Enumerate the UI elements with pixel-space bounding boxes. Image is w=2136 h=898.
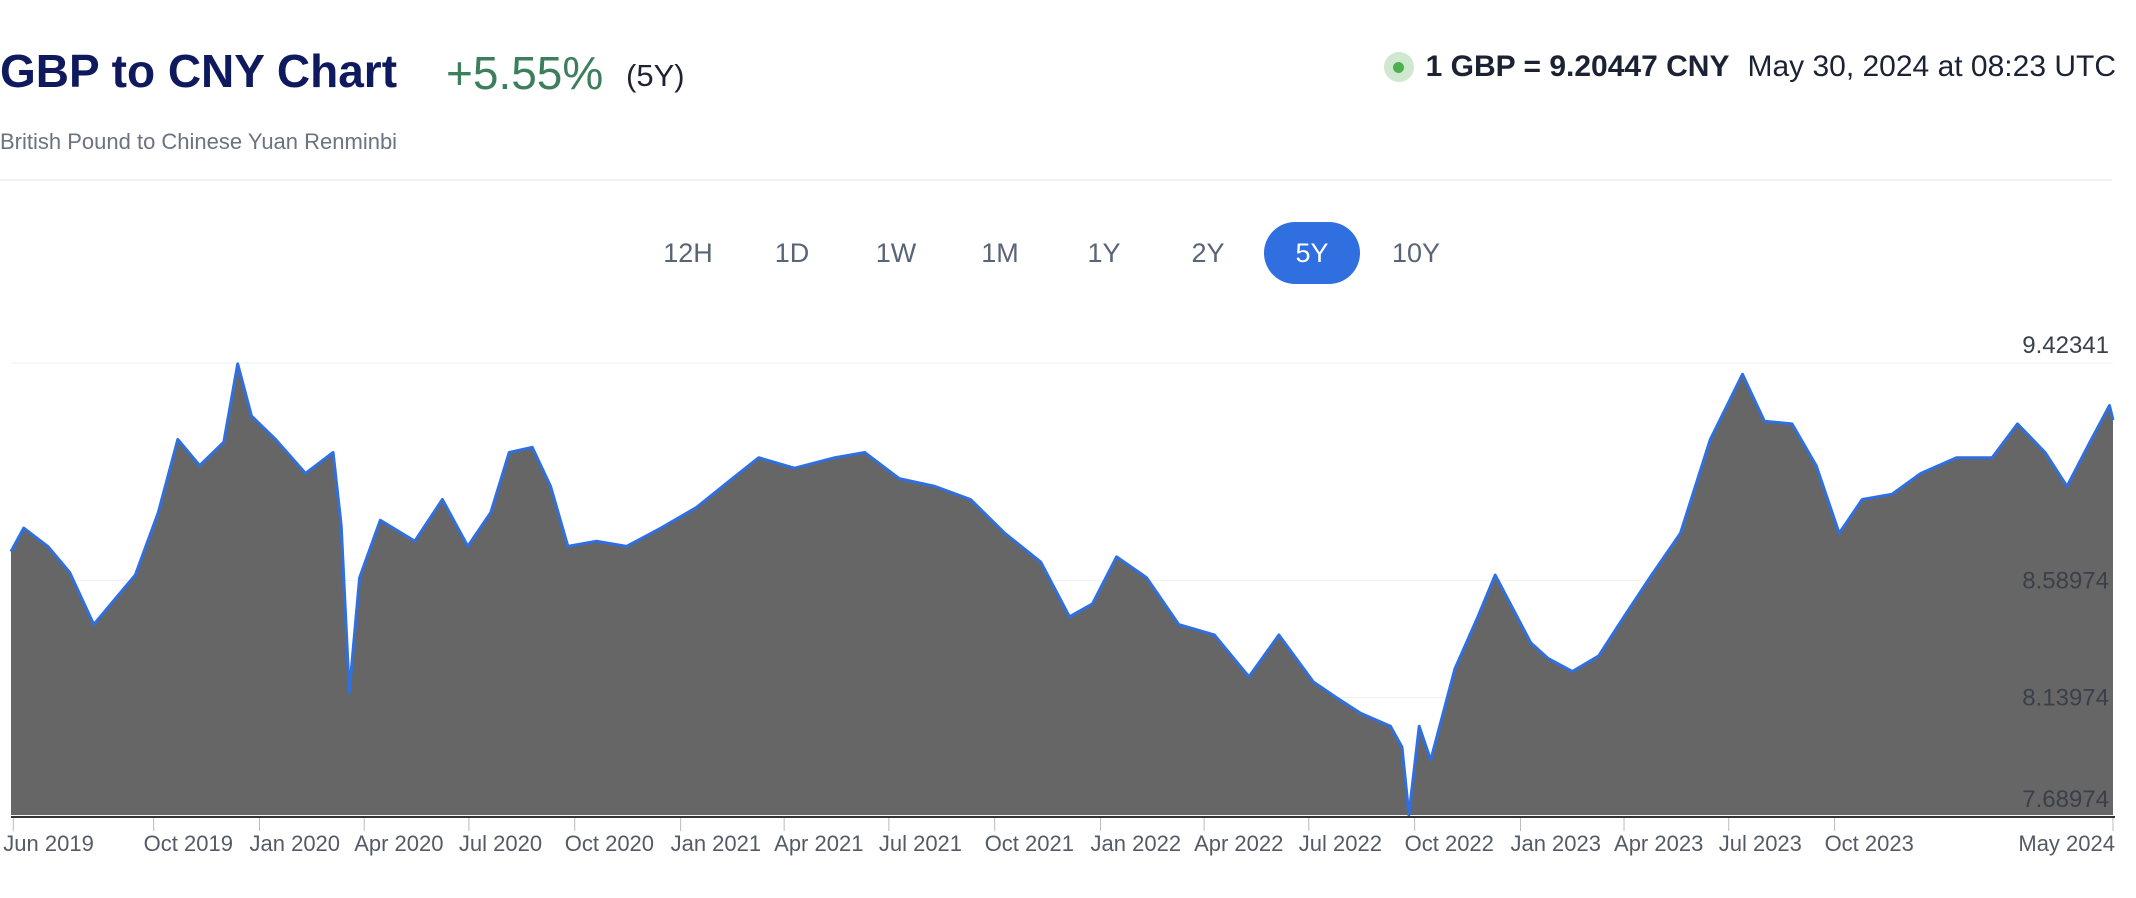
- period-tabs: 12H 1D 1W 1M 1Y 2Y 5Y 10Y: [640, 222, 1464, 284]
- x-tick-label: Jan 2022: [1091, 831, 1182, 856]
- x-tick-label: Jul 2022: [1299, 831, 1382, 856]
- x-tick-label: May 2024: [2018, 831, 2115, 856]
- x-tick-label: Oct 2019: [144, 831, 233, 856]
- x-tick-label: Jan 2023: [1510, 831, 1601, 856]
- series-line: [9, 362, 2115, 817]
- x-tick-label: Jan 2020: [250, 831, 341, 856]
- x-tick-label: Jul 2021: [879, 831, 962, 856]
- divider: [0, 179, 2112, 181]
- x-tick-label: Apr 2023: [1614, 831, 1703, 856]
- y-tick-label: 9.42341: [2022, 332, 2109, 359]
- y-tick-label: 7.68974: [2022, 786, 2109, 813]
- x-tick-label: Jul 2023: [1719, 831, 1802, 856]
- y-tick-label: 8.13974: [2022, 685, 2109, 712]
- tab-5y[interactable]: 5Y: [1264, 222, 1360, 284]
- rate-timestamp: May 30, 2024 at 08:23 UTC: [1747, 50, 2116, 83]
- y-tick-label: 8.58974: [2022, 567, 2109, 594]
- x-tick-label: Apr 2020: [354, 831, 443, 856]
- x-tick-label: Jun 2019: [3, 831, 94, 856]
- tab-1w[interactable]: 1W: [875, 237, 917, 268]
- rate-info: 1 GBP = 9.20447 CNY May 30, 2024 at 08:2…: [1383, 50, 2116, 84]
- current-rate: 1 GBP = 9.20447 CNY: [1425, 50, 1730, 83]
- x-tick-label: Oct 2023: [1825, 831, 1914, 856]
- page-title: GBP to CNY Chart: [0, 45, 398, 97]
- x-tick-label: Oct 2022: [1405, 831, 1494, 856]
- page-subtitle: British Pound to Chinese Yuan Renminbi: [0, 129, 398, 154]
- x-tick-label: Oct 2021: [985, 831, 1074, 856]
- change-period: (5Y): [626, 58, 685, 93]
- tab-10y[interactable]: 10Y: [1391, 237, 1441, 268]
- tab-1m[interactable]: 1M: [981, 237, 1019, 268]
- x-tick-label: Jul 2020: [459, 831, 542, 856]
- tab-2y[interactable]: 2Y: [1191, 237, 1225, 268]
- x-tick-label: Oct 2020: [565, 831, 654, 856]
- tab-1y[interactable]: 1Y: [1087, 237, 1121, 268]
- x-tick-label: Jan 2021: [671, 831, 762, 856]
- area-fill: [11, 363, 2113, 815]
- tab-1d[interactable]: 1D: [774, 237, 810, 268]
- x-tick-label: Apr 2021: [774, 831, 863, 856]
- x-tick-label: Apr 2022: [1194, 831, 1283, 856]
- live-dot-icon: [1383, 52, 1414, 82]
- change-percent: +5.55%: [446, 47, 604, 99]
- tab-12h[interactable]: 12H: [663, 237, 713, 268]
